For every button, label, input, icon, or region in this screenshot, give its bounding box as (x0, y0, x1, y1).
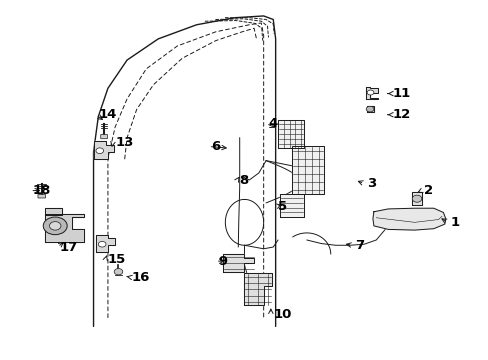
Polygon shape (223, 254, 254, 272)
Polygon shape (96, 235, 115, 252)
Text: 10: 10 (273, 307, 291, 320)
Polygon shape (243, 274, 272, 305)
Text: 14: 14 (98, 108, 117, 121)
Text: 12: 12 (392, 108, 410, 121)
Text: 9: 9 (218, 255, 227, 267)
Polygon shape (278, 120, 304, 148)
Text: 5: 5 (278, 200, 286, 213)
Text: 1: 1 (449, 216, 459, 229)
Polygon shape (372, 208, 445, 230)
FancyBboxPatch shape (38, 194, 45, 198)
Polygon shape (411, 192, 421, 205)
Polygon shape (280, 194, 304, 217)
Text: 17: 17 (60, 240, 78, 253)
Circle shape (366, 90, 373, 95)
Circle shape (411, 195, 421, 202)
Text: 2: 2 (424, 184, 432, 197)
Circle shape (98, 242, 106, 247)
Text: 18: 18 (33, 184, 51, 197)
Text: 13: 13 (115, 136, 133, 149)
Text: 3: 3 (366, 177, 375, 190)
Circle shape (43, 217, 67, 235)
Text: 7: 7 (354, 239, 363, 252)
Polygon shape (366, 106, 373, 112)
Polygon shape (292, 147, 323, 194)
Circle shape (49, 222, 61, 230)
Polygon shape (44, 208, 84, 242)
Polygon shape (93, 141, 114, 159)
Text: 6: 6 (210, 140, 220, 153)
Text: 16: 16 (132, 270, 150, 284)
Text: 8: 8 (239, 174, 248, 186)
Text: 4: 4 (268, 117, 277, 130)
Circle shape (114, 269, 122, 275)
Polygon shape (365, 86, 377, 99)
Circle shape (366, 106, 373, 112)
Circle shape (96, 148, 103, 153)
FancyBboxPatch shape (101, 135, 107, 139)
Text: 15: 15 (108, 253, 126, 266)
Text: 11: 11 (392, 87, 410, 100)
